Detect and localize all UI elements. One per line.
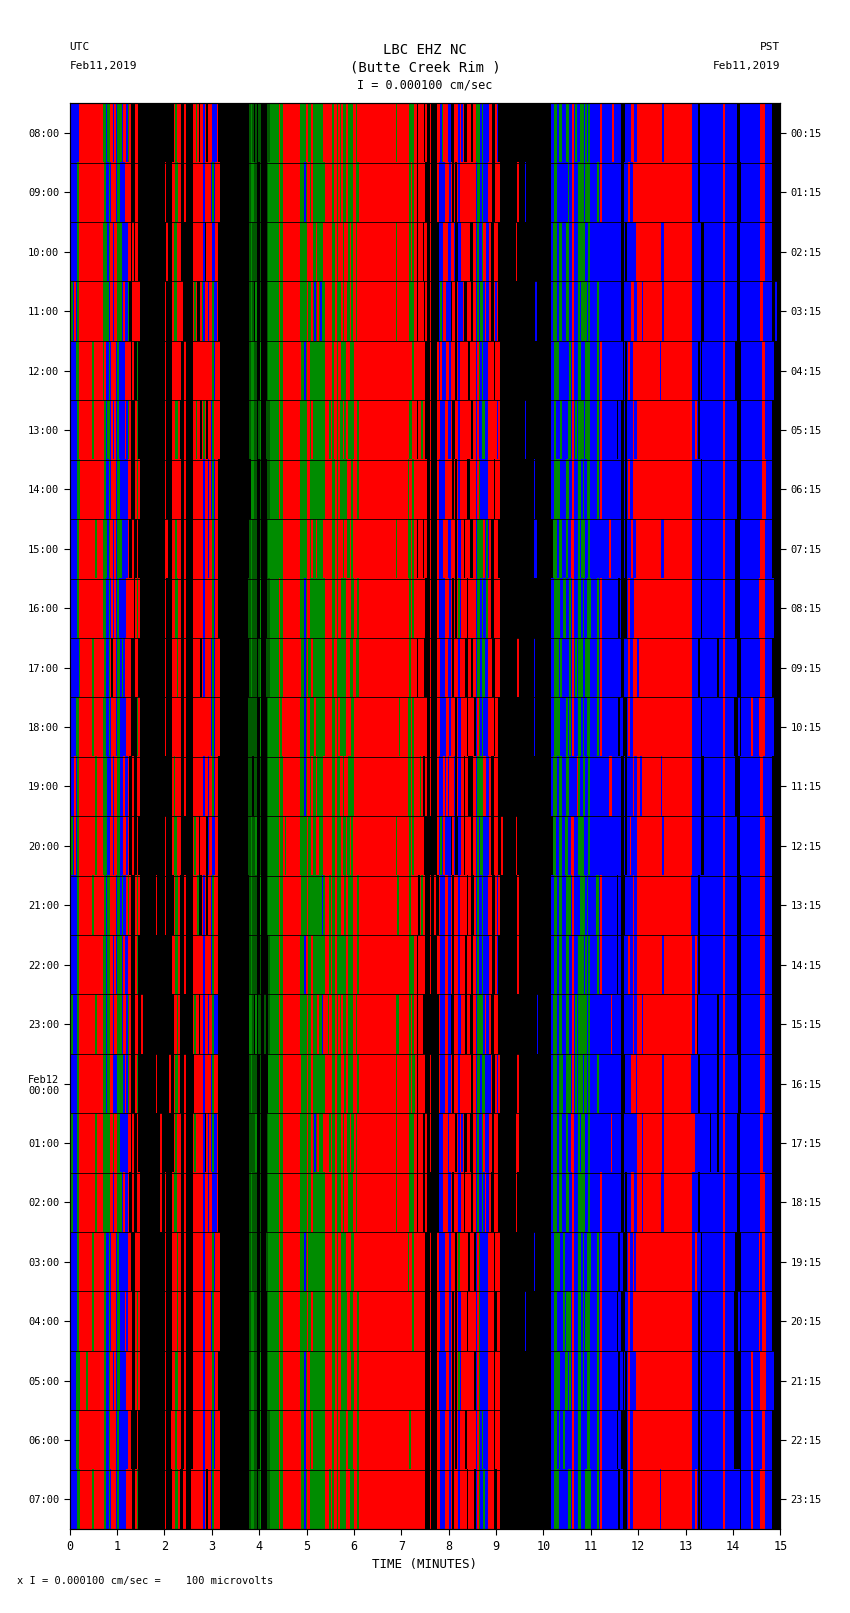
X-axis label: TIME (MINUTES): TIME (MINUTES) xyxy=(372,1558,478,1571)
Text: UTC: UTC xyxy=(70,42,90,52)
Text: LBC EHZ NC: LBC EHZ NC xyxy=(383,44,467,56)
Text: (Butte Creek Rim ): (Butte Creek Rim ) xyxy=(349,61,501,74)
Text: PST: PST xyxy=(760,42,780,52)
Text: Feb11,2019: Feb11,2019 xyxy=(70,61,137,71)
Text: Feb11,2019: Feb11,2019 xyxy=(713,61,780,71)
Text: x I = 0.000100 cm/sec =    100 microvolts: x I = 0.000100 cm/sec = 100 microvolts xyxy=(17,1576,273,1586)
Text: I = 0.000100 cm/sec: I = 0.000100 cm/sec xyxy=(357,79,493,92)
